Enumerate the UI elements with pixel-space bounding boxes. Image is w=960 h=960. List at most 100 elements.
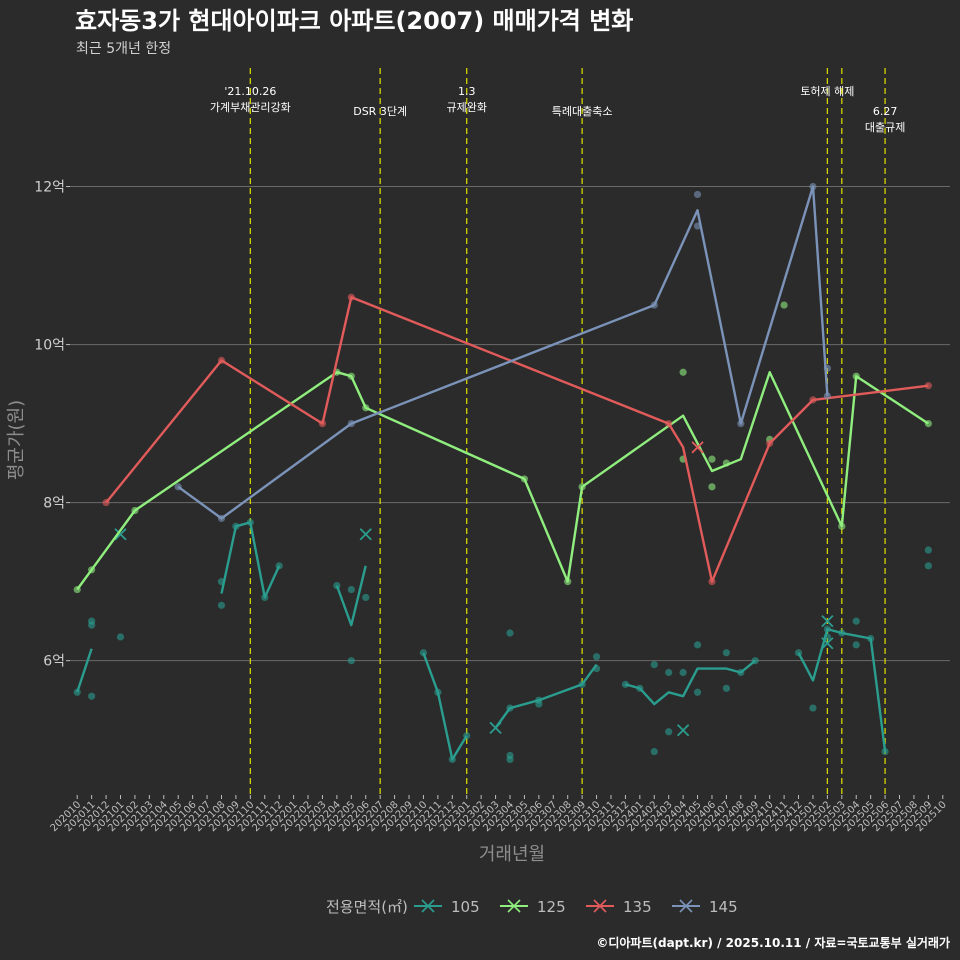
legend: 전용면적(㎡) 105 125 135 145 bbox=[326, 898, 738, 916]
data-point-105 bbox=[881, 747, 889, 756]
legend-item-105: 105 bbox=[414, 898, 480, 916]
data-point-105 bbox=[88, 692, 96, 700]
data-point-105 bbox=[592, 664, 601, 673]
data-point-145 bbox=[823, 392, 831, 400]
data-point-105 bbox=[362, 593, 370, 602]
cross-marker-105 bbox=[821, 637, 834, 650]
series-105 bbox=[73, 518, 932, 764]
legend-title: 전용면적(㎡) bbox=[326, 898, 408, 916]
data-point-105 bbox=[665, 668, 673, 677]
series-line-135 bbox=[105, 296, 929, 583]
series-145 bbox=[174, 182, 831, 523]
data-point-135 bbox=[217, 356, 226, 364]
series-line-105 bbox=[335, 565, 367, 627]
data-point-105 bbox=[924, 546, 932, 554]
data-point-105 bbox=[333, 581, 341, 590]
data-point-105 bbox=[650, 747, 658, 756]
data-point-105 bbox=[506, 755, 514, 764]
data-point-105 bbox=[419, 649, 428, 657]
data-point-125 bbox=[679, 368, 687, 376]
data-point-105 bbox=[448, 755, 456, 764]
legend-item-125: 125 bbox=[500, 898, 566, 916]
legend-item-135: 135 bbox=[586, 898, 652, 916]
data-point-105 bbox=[246, 518, 254, 526]
data-point-135 bbox=[347, 293, 355, 301]
data-point-105 bbox=[506, 704, 514, 712]
data-point-105 bbox=[852, 641, 860, 649]
legend-label: 105 bbox=[451, 898, 480, 916]
data-point-125 bbox=[708, 455, 716, 463]
data-point-125 bbox=[564, 578, 572, 586]
data-point-105 bbox=[535, 700, 543, 708]
legend-swatch-cross bbox=[593, 899, 607, 913]
legend-item-145: 145 bbox=[672, 898, 738, 916]
data-point-135 bbox=[708, 578, 716, 586]
data-point-105 bbox=[852, 617, 860, 625]
data-point-125 bbox=[852, 372, 860, 380]
data-point-105 bbox=[838, 629, 846, 637]
data-point-105 bbox=[347, 585, 355, 594]
data-point-125 bbox=[924, 419, 932, 428]
y-tick-label: 6억 bbox=[43, 654, 65, 670]
event-label: DSR 3단계 bbox=[353, 105, 407, 118]
data-point-105 bbox=[650, 661, 658, 669]
data-point-135 bbox=[665, 419, 673, 428]
data-point-105 bbox=[621, 680, 630, 688]
chart-subtitle: 최근 5개년 한정 bbox=[76, 41, 171, 57]
legend-swatch-cross bbox=[507, 899, 521, 913]
series-line-125 bbox=[76, 371, 930, 591]
data-point-105 bbox=[867, 634, 875, 643]
data-point-105 bbox=[636, 684, 644, 692]
data-point-105 bbox=[347, 657, 355, 665]
data-point-135 bbox=[318, 419, 327, 428]
y-axis-title: 평균가(원) bbox=[6, 400, 27, 480]
legend-swatch-cross bbox=[421, 899, 435, 913]
data-point-105 bbox=[463, 732, 471, 740]
event-label: 가계부채관리강화 bbox=[210, 101, 291, 114]
data-point-105 bbox=[232, 522, 240, 530]
y-axis: 6억 8억 10억 12억 bbox=[34, 180, 70, 670]
source-caption: ©디아파트(dapt.kr) / 2025.10.11 / 자료=국토교통부 실… bbox=[596, 935, 950, 950]
data-point-105 bbox=[217, 578, 226, 586]
series-125 bbox=[73, 301, 932, 594]
cross-marker-135 bbox=[691, 441, 704, 454]
data-point-125 bbox=[780, 301, 788, 309]
data-point-105 bbox=[693, 688, 702, 696]
cross-marker-105 bbox=[489, 721, 502, 734]
cross-marker-105 bbox=[821, 615, 834, 628]
event-label: 대출규제 bbox=[865, 121, 905, 134]
data-point-145 bbox=[217, 514, 226, 523]
data-point-125 bbox=[88, 566, 96, 574]
data-point-105 bbox=[751, 657, 759, 665]
data-point-105 bbox=[217, 601, 226, 609]
data-point-145 bbox=[693, 222, 702, 230]
y-tick-label: 12억 bbox=[34, 180, 65, 196]
data-point-105 bbox=[823, 633, 831, 641]
data-point-105 bbox=[924, 562, 932, 570]
y-tick-label: 10억 bbox=[34, 338, 65, 354]
data-point-125 bbox=[838, 522, 846, 530]
event-label: 규제완화 bbox=[446, 101, 486, 114]
data-point-105 bbox=[578, 680, 586, 688]
data-point-105 bbox=[665, 728, 673, 736]
legend-swatch-cross bbox=[679, 899, 693, 913]
chart-title: 효자동3가 현대아이파크 아파트(2007) 매매가격 변화 bbox=[75, 7, 633, 35]
legend-label: 135 bbox=[623, 898, 652, 916]
data-point-105 bbox=[434, 688, 442, 696]
series-line-105 bbox=[422, 652, 468, 761]
data-point-105 bbox=[794, 649, 803, 657]
data-point-125 bbox=[520, 475, 529, 483]
series-135 bbox=[102, 293, 932, 586]
series-line-105 bbox=[625, 659, 756, 706]
data-point-105 bbox=[88, 621, 96, 629]
event-label: 6.27 bbox=[873, 105, 898, 118]
data-point-125 bbox=[708, 483, 716, 491]
cross-marker-105 bbox=[359, 528, 372, 541]
legend-label: 125 bbox=[537, 898, 566, 916]
event-markers: '21.10.26 가계부채관리강화 DSR 3단계 1.3 규제완화 특례대출축소 토허제… bbox=[210, 68, 905, 795]
data-point-125 bbox=[131, 506, 139, 515]
data-point-135 bbox=[809, 396, 817, 404]
event-label: '21.10.26 bbox=[224, 85, 276, 98]
